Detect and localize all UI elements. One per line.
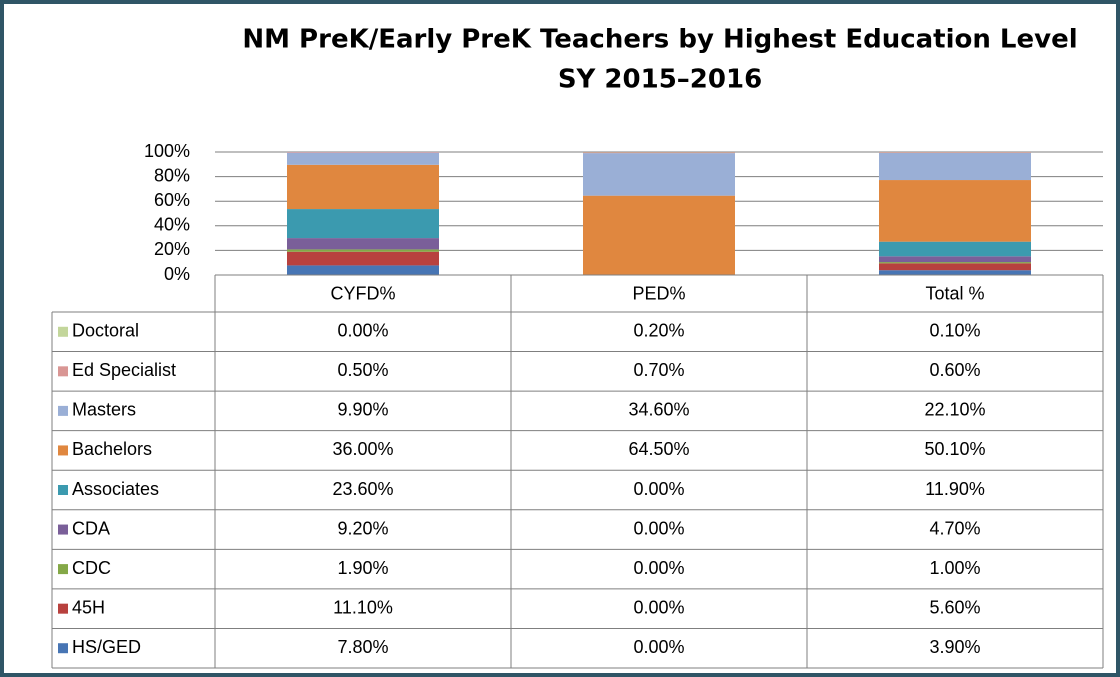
- chart-title: NM PreK/Early PreK Teachers by Highest E…: [242, 25, 1077, 55]
- y-tick-label: 80%: [154, 165, 190, 185]
- y-tick-label: 40%: [154, 215, 190, 235]
- bar-segment: [287, 265, 439, 275]
- bar-segment: [287, 152, 439, 153]
- table-cell: 0.60%: [929, 360, 980, 380]
- table-cell: 3.90%: [929, 637, 980, 657]
- table-cell: 0.50%: [337, 360, 388, 380]
- legend-swatch: [58, 643, 68, 654]
- legend-swatch: [58, 485, 68, 495]
- bar-segment: [287, 209, 439, 239]
- table-cell: 0.00%: [633, 518, 684, 538]
- table-cell: 0.70%: [633, 360, 684, 380]
- chart-subtitle: SY 2015–2016: [558, 65, 762, 95]
- table-cell: 64.50%: [628, 439, 689, 459]
- y-tick-label: 20%: [154, 239, 190, 259]
- bar-segment: [879, 262, 1031, 264]
- table-cell: 9.90%: [337, 400, 388, 420]
- y-tick-label: 0%: [164, 264, 190, 284]
- legend-swatch: [58, 405, 68, 416]
- legend-label: HS/GED: [72, 637, 141, 657]
- table-cell: 0.20%: [633, 321, 684, 341]
- legend-label: Doctoral: [72, 321, 139, 341]
- legend-label: CDA: [72, 518, 110, 538]
- legend-swatch: [58, 326, 68, 337]
- table-cell: 1.90%: [337, 558, 388, 578]
- bar-segment: [287, 251, 439, 266]
- legend-label: Masters: [72, 400, 136, 420]
- table-cell: 4.70%: [929, 518, 980, 538]
- x-tick-label: PED%: [632, 283, 685, 303]
- bar-segment: [287, 164, 439, 210]
- legend-swatch: [58, 564, 68, 575]
- y-tick-label: 100%: [144, 141, 190, 161]
- table-cell: 0.00%: [633, 637, 684, 657]
- legend-label: Associates: [72, 479, 159, 499]
- table-cell: 22.10%: [924, 400, 985, 420]
- table-cell: 0.00%: [337, 321, 388, 341]
- bar-segment: [879, 152, 1031, 181]
- legend-swatch: [58, 366, 68, 377]
- x-tick-label: CYFD%: [330, 283, 395, 303]
- bar-segment: [583, 153, 735, 196]
- legend-swatch: [58, 603, 68, 614]
- table-cell: 0.00%: [633, 479, 684, 499]
- table-cell: 11.10%: [333, 597, 393, 617]
- legend-label: Ed Specialist: [72, 360, 176, 380]
- bar-segment: [287, 152, 439, 165]
- bar-segment: [879, 263, 1031, 271]
- table-cell: 0.10%: [929, 321, 980, 341]
- table-cell: 0.00%: [633, 558, 684, 578]
- bar-segment: [879, 241, 1031, 257]
- legend-label: 45H: [72, 597, 105, 617]
- legend-swatch: [58, 524, 68, 535]
- table-cell: 34.60%: [628, 400, 689, 420]
- legend-label: Bachelors: [72, 439, 152, 459]
- bar-segment: [879, 256, 1031, 263]
- table-cell: 36.00%: [332, 439, 393, 459]
- legend-swatch: [58, 445, 68, 456]
- bar-segment: [287, 249, 439, 252]
- bar-segment: [287, 238, 439, 250]
- bar-segment: [583, 152, 735, 154]
- legend-label: CDC: [72, 558, 111, 578]
- bar-segment: [879, 152, 1031, 153]
- table-cell: 0.00%: [633, 597, 684, 617]
- table-cell: 9.20%: [337, 518, 388, 538]
- bar-segment: [879, 270, 1031, 275]
- bar-segment: [583, 195, 735, 275]
- table-cell: 23.60%: [332, 479, 393, 499]
- table-cell: 7.80%: [337, 637, 388, 657]
- bar-segment: [879, 180, 1031, 242]
- y-tick-label: 60%: [154, 190, 190, 210]
- table-cell: 5.60%: [929, 597, 980, 617]
- table-cell: 11.90%: [925, 479, 985, 499]
- table-cell: 1.00%: [929, 558, 980, 578]
- table-cell: 50.10%: [924, 439, 985, 459]
- x-tick-label: Total %: [925, 283, 984, 303]
